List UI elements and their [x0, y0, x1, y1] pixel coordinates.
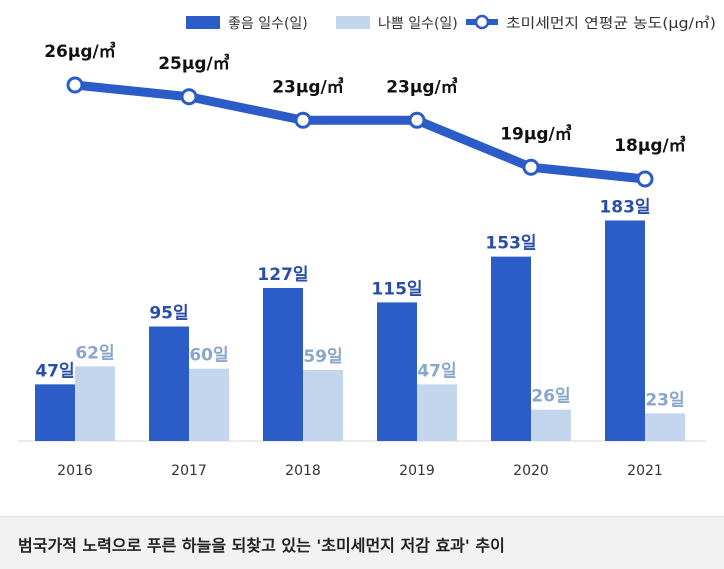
- x-tick-label-2021: 2021: [627, 463, 663, 479]
- bar-bad-label-2017: 60일: [189, 346, 228, 366]
- chart-marks: 47일62일201695일60일2017127일59일2018115일47일20…: [35, 41, 686, 479]
- bar-bad-label-2019: 47일: [417, 361, 456, 381]
- bar-bad-2021: [645, 413, 685, 441]
- bar-good-label-2016: 47일: [35, 361, 74, 381]
- bar-bad-label-2020: 26일: [531, 387, 570, 407]
- legend-swatch-marker: [474, 14, 490, 30]
- line-point-2018: [294, 111, 312, 129]
- x-tick-label-2016: 2016: [57, 463, 93, 479]
- bar-bad-label-2016: 62일: [75, 343, 114, 363]
- x-tick-label-2019: 2019: [399, 463, 435, 479]
- line-point-label-2016: 26μg/㎥: [44, 41, 116, 62]
- bar-bad-label-2018: 59일: [303, 347, 342, 367]
- bar-bad-2020: [531, 409, 571, 441]
- chart: 좋음 일수(일) 나쁨 일수(일) 초미세먼지 연평균 농도(μg/㎥) 47일…: [18, 14, 716, 479]
- legend-label-good: 좋음 일수(일): [228, 16, 308, 32]
- line-point-2020: [522, 158, 540, 176]
- bar-good-2021: [605, 220, 645, 441]
- line-point-label-2019: 23μg/㎥: [386, 76, 458, 97]
- line-point-2016: [66, 76, 84, 94]
- line-point-label-2021: 18μg/㎥: [614, 135, 686, 156]
- x-tick-label-2018: 2018: [285, 463, 321, 479]
- line-point-label-2018: 23μg/㎥: [272, 76, 344, 97]
- legend-swatch-bad: [336, 16, 370, 29]
- line-point-2021: [636, 170, 654, 188]
- bar-bad-2017: [189, 368, 229, 441]
- line-concentration: [70, 80, 650, 184]
- bar-good-2017: [149, 326, 189, 441]
- bar-good-label-2021: 183일: [599, 197, 650, 217]
- bar-bad-label-2021: 23일: [645, 390, 684, 410]
- bar-good-label-2020: 153일: [485, 234, 536, 254]
- bar-bad-2018: [303, 369, 343, 441]
- bar-bad-2019: [417, 384, 457, 441]
- legend-label-bad: 나쁨 일수(일): [378, 16, 458, 32]
- chart-caption: 범국가적 노력으로 푸른 하늘을 되찾고 있는 '초미세먼지 저감 효과' 추이: [18, 536, 505, 555]
- bar-good-2018: [263, 287, 303, 441]
- line-point-2017: [180, 88, 198, 106]
- legend-swatch-good: [186, 16, 220, 29]
- bar-good-2020: [491, 256, 531, 441]
- bar-good-2019: [377, 302, 417, 441]
- legend-label-line: 초미세먼지 연평균 농도(μg/㎥): [506, 16, 716, 32]
- line-point-label-2020: 19μg/㎥: [500, 123, 572, 144]
- bar-good-label-2017: 95일: [149, 304, 188, 324]
- line-point-label-2017: 25μg/㎥: [158, 53, 230, 74]
- bar-good-2016: [35, 384, 75, 441]
- x-tick-label-2017: 2017: [171, 463, 207, 479]
- caption-bar: 범국가적 노력으로 푸른 하늘을 되찾고 있는 '초미세먼지 저감 효과' 추이: [0, 516, 724, 569]
- bar-good-label-2018: 127일: [257, 265, 308, 285]
- bar-good-label-2019: 115일: [371, 279, 422, 299]
- x-tick-label-2020: 2020: [513, 463, 549, 479]
- bar-bad-2016: [75, 366, 115, 441]
- legend: 좋음 일수(일) 나쁨 일수(일) 초미세먼지 연평균 농도(μg/㎥): [186, 14, 716, 32]
- line-point-2019: [408, 111, 426, 129]
